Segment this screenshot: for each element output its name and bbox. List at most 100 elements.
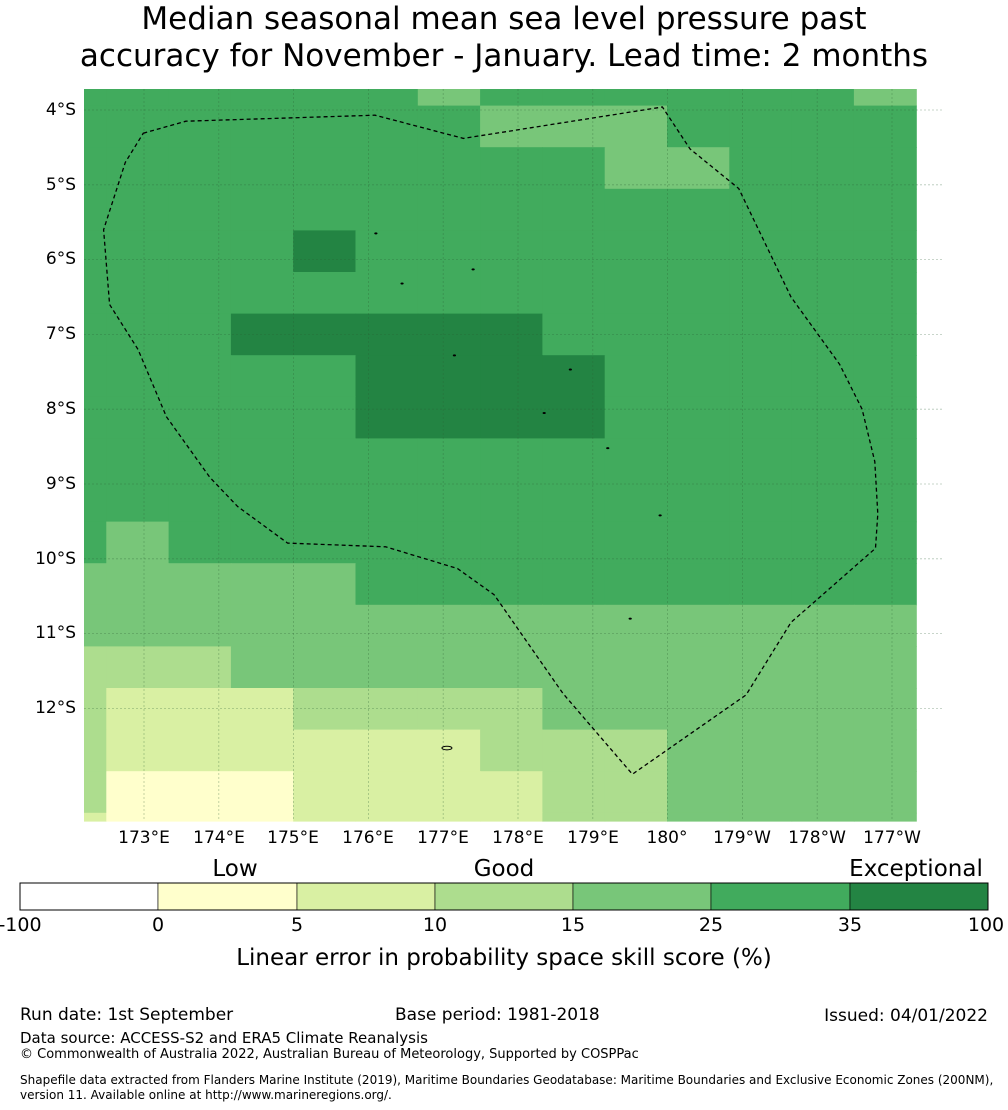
grid-cell — [168, 521, 232, 564]
grid-cell — [293, 438, 357, 481]
lon-label-178e: 178°E — [492, 828, 544, 848]
grid-cell — [106, 230, 170, 273]
grid-cell — [542, 646, 606, 689]
grid-cell — [168, 313, 232, 356]
grid-cell — [480, 729, 543, 772]
grid-cell — [417, 771, 481, 814]
grid-cell — [355, 729, 419, 772]
grid-cell — [542, 147, 606, 190]
grid-cell — [293, 521, 357, 564]
grid-cell — [853, 646, 917, 689]
grid-cell — [853, 812, 917, 822]
colorbar-segment — [849, 882, 989, 911]
grid-cell — [355, 563, 419, 606]
grid-cell — [729, 188, 793, 231]
grid-cell — [106, 272, 170, 315]
title-line-2: accuracy for November - January. Lead ti… — [79, 38, 929, 74]
lat-label-7s: 7°S — [45, 324, 76, 344]
grid-cell — [480, 480, 543, 523]
grid-cell — [480, 396, 543, 439]
grid-cell — [542, 563, 606, 606]
grid-cell — [853, 272, 917, 315]
grid-cell — [168, 812, 232, 822]
lon-label-179w: 179°W — [713, 828, 771, 848]
grid-cell — [729, 89, 793, 107]
grid-cell — [84, 396, 107, 439]
grid-cell — [168, 396, 232, 439]
grid-cell — [667, 771, 730, 814]
grid-cell — [791, 313, 855, 356]
grid-cell — [542, 812, 606, 822]
grid-cell — [791, 563, 855, 606]
grid-cell — [604, 771, 668, 814]
grid-cell — [729, 688, 793, 731]
grid-cell — [853, 729, 917, 772]
grid-cell — [729, 771, 793, 814]
grid-cell — [106, 771, 170, 814]
copyright: © Commonwealth of Australia 2022, Austra… — [20, 1047, 639, 1062]
grid-cell — [791, 272, 855, 315]
island — [568, 368, 572, 371]
grid-cell — [106, 604, 170, 647]
grid-cell — [106, 147, 170, 190]
grid-cell — [293, 147, 357, 190]
grid-cell — [84, 188, 107, 231]
grid-cell — [729, 646, 793, 689]
colorbar-tick-label: 15 — [560, 914, 586, 936]
grid-cell — [355, 272, 419, 315]
grid-cell — [168, 438, 232, 481]
grid-cell — [293, 272, 357, 315]
grid-cell — [355, 105, 419, 148]
grid-cell — [604, 812, 668, 822]
grid-cell — [542, 272, 606, 315]
grid-cell — [480, 646, 543, 689]
grid-cell — [542, 230, 606, 273]
grid-cell — [729, 812, 793, 822]
grid-cell — [106, 729, 170, 772]
grid-cell — [355, 812, 419, 822]
grid-cell — [84, 771, 107, 814]
colorbar-tick-label: 100 — [967, 914, 1005, 936]
grid-cell — [106, 812, 170, 822]
grid-cell — [355, 480, 419, 523]
grid-cell — [480, 89, 543, 107]
grid-cell — [84, 230, 107, 273]
grid-cell — [417, 480, 481, 523]
grid-cell — [791, 147, 855, 190]
grid-cell — [355, 313, 419, 356]
grid-cell — [853, 396, 917, 439]
grid-cell — [293, 480, 357, 523]
grid-cell — [604, 396, 668, 439]
grid-cell — [230, 230, 294, 273]
grid-cell — [293, 646, 357, 689]
grid-cell — [480, 105, 543, 148]
grid-cell — [667, 812, 730, 822]
grid-cell — [355, 355, 419, 398]
grid-cell — [667, 729, 730, 772]
grid-cell — [667, 563, 730, 606]
grid-cell — [480, 147, 543, 190]
grid-cell — [417, 563, 481, 606]
grid-cell — [853, 355, 917, 398]
grid-cell — [84, 729, 107, 772]
shapefile-credit-line-1: Shapefile data extracted from Flanders M… — [20, 1073, 994, 1087]
grid-cell — [417, 812, 481, 822]
grid-cell — [542, 89, 606, 107]
grid-cell — [729, 313, 793, 356]
grid-cell — [480, 272, 543, 315]
grid-cell — [230, 812, 294, 822]
grid-cell — [542, 480, 606, 523]
grid-cell — [853, 313, 917, 356]
grid-cell — [853, 521, 917, 564]
grid-cell — [542, 771, 606, 814]
grid-cell — [791, 355, 855, 398]
grid-cell — [791, 396, 855, 439]
grid-cell — [168, 230, 232, 273]
colorbar-segment — [572, 882, 712, 911]
grid-cell — [480, 438, 543, 481]
grid-cell — [604, 646, 668, 689]
grid-cell — [106, 188, 170, 231]
grid-cell — [604, 272, 668, 315]
grid-cell — [604, 729, 668, 772]
